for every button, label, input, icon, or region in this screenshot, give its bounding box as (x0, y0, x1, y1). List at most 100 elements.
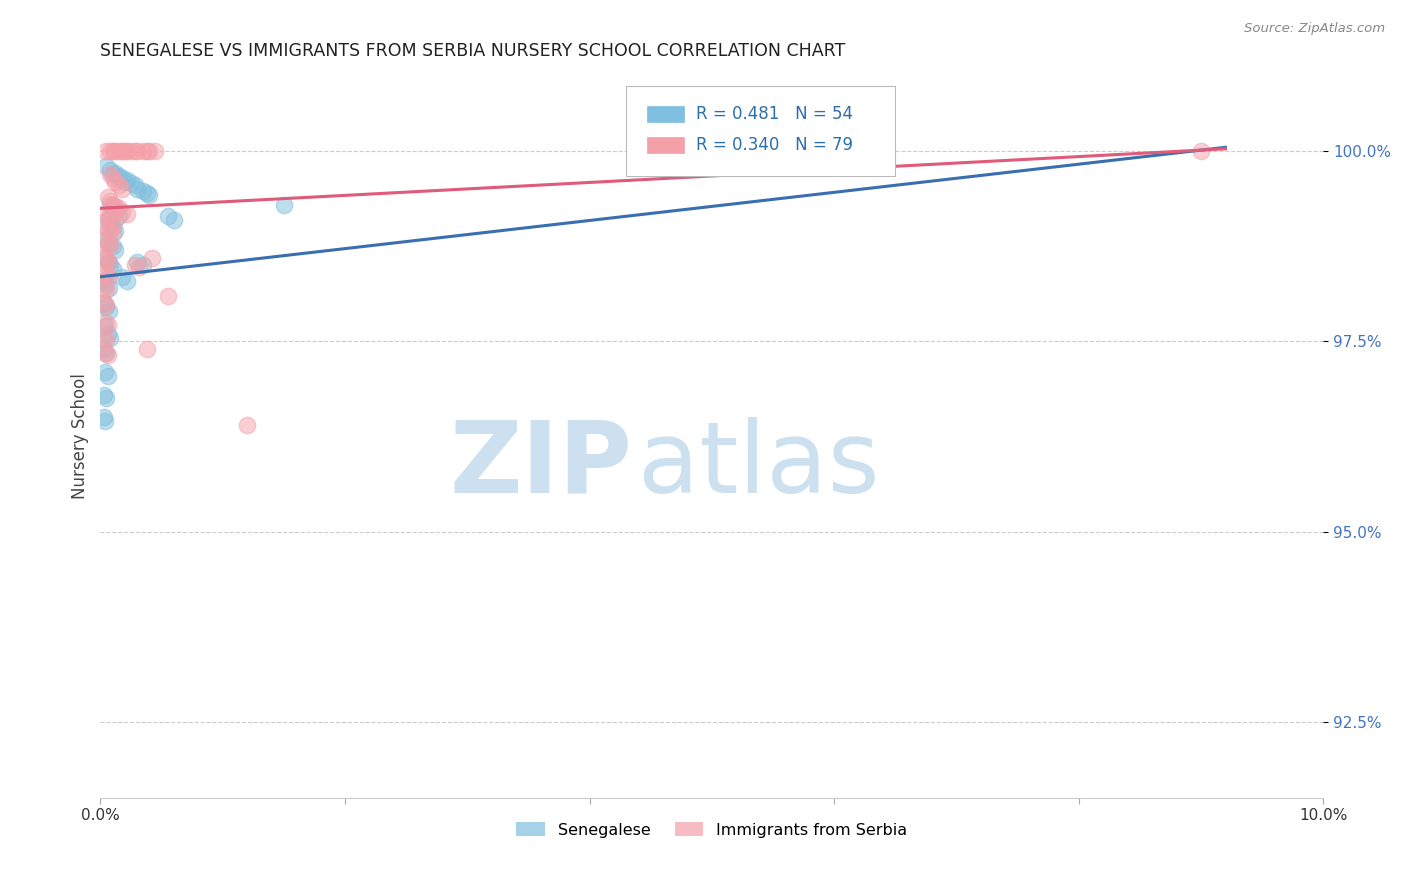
Point (96, 252, 118, 267)
Text: atlas: atlas (638, 417, 880, 514)
Point (132, 258, 155, 272)
Point (135, 186, 157, 200)
Point (93, 296, 115, 310)
Point (125, 254, 148, 268)
Text: Source: ZipAtlas.com: Source: ZipAtlas.com (1244, 22, 1385, 36)
Point (125, 145, 148, 159)
Point (97, 326, 120, 341)
Point (94, 365, 117, 379)
Point (98, 330, 121, 344)
Text: R = 0.340   N = 79: R = 0.340 N = 79 (696, 136, 853, 154)
Point (700, 145, 723, 159)
Point (97, 190, 120, 204)
Point (104, 165, 127, 179)
Point (97, 212, 120, 227)
Point (98, 239, 121, 253)
Point (98, 258, 121, 272)
Point (138, 188, 160, 202)
Point (98, 167, 121, 181)
Point (98, 145, 121, 159)
Point (97, 254, 120, 268)
Point (104, 243, 127, 257)
Point (107, 178, 129, 193)
Point (97, 235, 120, 250)
Point (97, 348, 120, 362)
Point (94, 235, 117, 250)
Point (101, 170, 124, 185)
Point (96, 160, 118, 174)
Point (96, 232, 118, 246)
Point (96, 207, 118, 221)
Point (101, 262, 124, 277)
Point (97, 304, 120, 318)
Point (93, 266, 115, 280)
FancyBboxPatch shape (626, 86, 896, 177)
Point (93, 410, 115, 425)
Point (156, 209, 179, 223)
Point (97, 281, 120, 295)
Point (93, 342, 115, 356)
Point (98, 217, 121, 231)
Point (96, 145, 118, 159)
Point (94, 414, 117, 428)
Point (96, 333, 118, 347)
Point (97, 237, 120, 252)
Point (117, 207, 139, 221)
Point (104, 199, 127, 213)
Point (141, 251, 163, 265)
Point (163, 212, 186, 227)
Point (104, 212, 127, 227)
Point (100, 211, 122, 226)
Point (117, 145, 139, 159)
Point (107, 202, 129, 216)
Point (111, 170, 134, 185)
Point (97, 368, 120, 383)
Text: ZIP: ZIP (450, 417, 633, 514)
Point (96, 392, 118, 406)
Point (96, 300, 118, 314)
Point (96, 298, 118, 312)
Point (101, 220, 124, 235)
Point (132, 145, 155, 159)
Point (94, 251, 117, 265)
Point (94, 346, 117, 360)
Point (114, 145, 136, 159)
Point (97, 222, 120, 236)
Point (94, 315, 117, 329)
Point (97, 269, 120, 284)
Point (93, 251, 115, 265)
Point (96, 283, 118, 297)
Bar (647, 137, 683, 153)
Legend: Senegalese, Immigrants from Serbia: Senegalese, Immigrants from Serbia (510, 815, 914, 844)
Point (273, 197, 295, 211)
Point (101, 202, 124, 216)
Point (104, 175, 127, 189)
Point (97, 209, 120, 223)
Point (111, 182, 134, 196)
Point (101, 239, 124, 253)
Point (124, 145, 146, 159)
Point (111, 145, 134, 159)
Text: SENEGALESE VS IMMIGRANTS FROM SERBIA NURSERY SCHOOL CORRELATION CHART: SENEGALESE VS IMMIGRANTS FROM SERBIA NUR… (100, 42, 845, 60)
Point (125, 182, 148, 196)
Point (98, 194, 121, 208)
Point (104, 224, 127, 238)
Point (124, 178, 146, 193)
Point (107, 209, 129, 223)
Point (128, 260, 150, 274)
Point (97, 318, 120, 332)
Point (104, 145, 127, 159)
Point (114, 175, 136, 189)
Point (101, 227, 124, 241)
Point (1189, 145, 1212, 159)
Point (138, 145, 160, 159)
Point (107, 145, 129, 159)
Point (101, 197, 124, 211)
Point (124, 258, 146, 272)
Point (111, 205, 134, 219)
Point (132, 184, 155, 198)
Text: R = 0.481   N = 54: R = 0.481 N = 54 (696, 105, 853, 123)
Point (93, 387, 115, 401)
Point (104, 205, 127, 219)
Point (93, 281, 115, 295)
